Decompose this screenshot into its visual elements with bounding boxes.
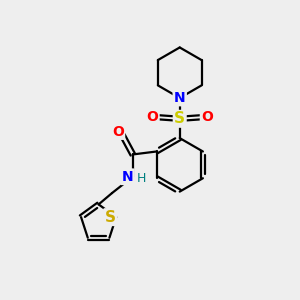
Text: S: S — [105, 210, 116, 225]
Text: N: N — [122, 170, 133, 184]
Text: O: O — [112, 124, 124, 139]
Text: O: O — [201, 110, 213, 124]
Text: N: N — [174, 91, 185, 105]
Text: O: O — [146, 110, 158, 124]
Text: S: S — [174, 111, 185, 126]
Text: H: H — [136, 172, 146, 185]
